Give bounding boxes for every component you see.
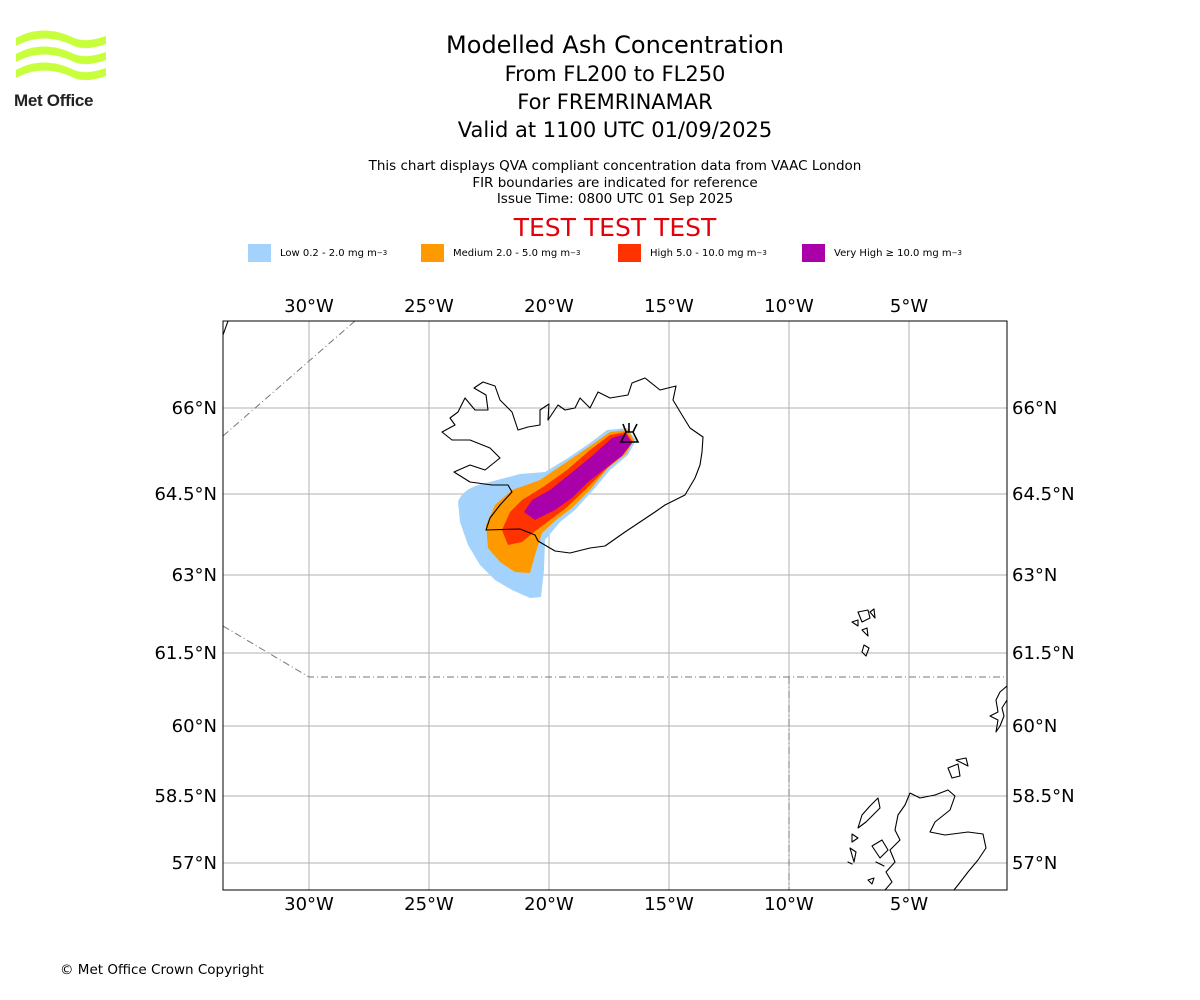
legend-item-very-high: Very High ≥ 10.0 mg m −3 [802, 244, 962, 262]
lon-label: 20°W [524, 894, 574, 915]
latitude-labels-left: 66°N 64.5°N 63°N 61.5°N 60°N 58.5°N 57°N [154, 398, 217, 874]
lon-label: 25°W [404, 894, 454, 915]
issue-time: Issue Time: 0800 UTC 01 Sep 2025 [496, 191, 734, 207]
lat-label: 64.5°N [154, 484, 217, 505]
legend-unit-exponent: −3 [376, 249, 388, 257]
lat-label: 57°N [1012, 853, 1057, 874]
lon-label: 10°W [764, 296, 814, 317]
legend-label-very-high: Very High ≥ 10.0 mg m [834, 247, 952, 259]
ash-area-very-high [524, 434, 632, 520]
volcano-icon [619, 423, 640, 443]
shetland-coastline [989, 685, 1007, 733]
iceland-coastline [441, 377, 704, 554]
region-label: For FREMRINAMAR [517, 90, 713, 114]
lat-label: 61.5°N [1012, 643, 1075, 664]
chart-description: This chart displays QVA compliant concen… [0, 158, 1200, 208]
lat-label: 63°N [1012, 565, 1057, 586]
flight-levels: From FL200 to FL250 [504, 62, 726, 86]
lat-label: 66°N [172, 398, 217, 419]
chart-title: Modelled Ash Concentration [446, 31, 784, 59]
lon-label: 15°W [644, 894, 694, 915]
orkney-coastline [947, 757, 969, 779]
legend-swatch-medium [421, 244, 444, 262]
legend-swatch-low [248, 244, 271, 262]
greenland-coastline [223, 321, 229, 336]
legend-swatch-very-high [802, 244, 825, 262]
faroe-islands-coastline [851, 608, 876, 657]
lon-label: 20°W [524, 296, 574, 317]
lat-label: 61.5°N [154, 643, 217, 664]
lat-label: 63°N [172, 565, 217, 586]
lon-label: 5°W [890, 296, 928, 317]
chart-header: Modelled Ash Concentration From FL200 to… [0, 30, 1200, 144]
description-line-1: This chart displays QVA compliant concen… [368, 158, 862, 174]
lat-label: 58.5°N [154, 786, 217, 807]
legend-item-low: Low 0.2 - 2.0 mg m −3 [248, 244, 387, 262]
logo-wordmark: Met Office [14, 91, 94, 110]
longitude-labels-top: 30°W 25°W 20°W 15°W 10°W 5°W [284, 296, 928, 317]
latitude-labels-right: 66°N 64.5°N 63°N 61.5°N 60°N 58.5°N 57°N [1012, 398, 1075, 874]
lon-label: 30°W [284, 894, 334, 915]
map-gridlines [223, 321, 1007, 890]
legend-unit-exponent: −3 [951, 249, 962, 257]
fir-boundaries [223, 321, 1007, 890]
ash-cloud [458, 428, 636, 598]
lon-label: 5°W [890, 894, 928, 915]
legend-label-high: High 5.0 - 10.0 mg m [650, 247, 757, 259]
legend-unit-exponent: −3 [756, 249, 767, 257]
lat-label: 64.5°N [1012, 484, 1075, 505]
scotland-coastline [884, 789, 987, 890]
lon-label: 25°W [404, 296, 454, 317]
met-office-logo: Met Office [14, 30, 106, 112]
valid-time: Valid at 1100 UTC 01/09/2025 [457, 118, 773, 142]
lat-label: 60°N [172, 716, 217, 737]
legend-label-medium: Medium 2.0 - 5.0 mg m [453, 247, 571, 259]
lat-label: 66°N [1012, 398, 1057, 419]
lat-label: 57°N [172, 853, 217, 874]
lon-label: 10°W [764, 894, 814, 915]
legend-item-high: High 5.0 - 10.0 mg m −3 [618, 244, 767, 262]
legend-label-low: Low 0.2 - 2.0 mg m [280, 247, 377, 259]
copyright-notice: © Met Office Crown Copyright [60, 962, 264, 978]
lon-label: 30°W [284, 296, 334, 317]
longitude-labels-bottom: 30°W 25°W 20°W 15°W 10°W 5°W [284, 894, 928, 915]
legend-item-medium: Medium 2.0 - 5.0 mg m −3 [421, 244, 580, 262]
lon-label: 15°W [644, 296, 694, 317]
description-line-2: FIR boundaries are indicated for referen… [472, 174, 758, 191]
lat-label: 58.5°N [1012, 786, 1075, 807]
map-frame [222, 320, 1008, 891]
test-banner: TEST TEST TEST [513, 213, 717, 242]
lat-label: 60°N [1012, 716, 1057, 737]
legend-unit-exponent: −3 [570, 249, 581, 257]
coastlines [223, 321, 1007, 890]
wave-logo-icon [16, 30, 106, 81]
hebrides-coastline [847, 797, 889, 885]
legend-swatch-high [618, 244, 641, 262]
